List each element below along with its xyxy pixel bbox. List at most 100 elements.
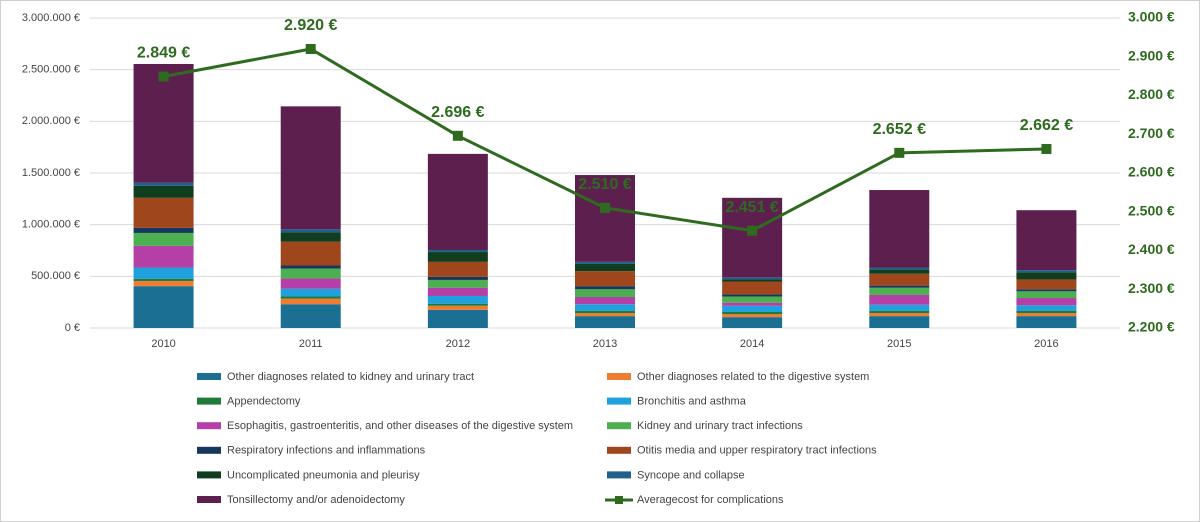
- legend-label: Other diagnoses related to the digestive…: [637, 371, 869, 383]
- legend-swatch: [197, 446, 221, 454]
- bar-segment: [722, 279, 783, 282]
- bar-segment: [575, 175, 635, 262]
- legend-label: Tonsillectomy and/or adenoidectomy: [227, 494, 405, 506]
- bar-segment: [1016, 310, 1077, 314]
- bar-segment: [427, 279, 488, 288]
- y2-tick-label: 2.900 €: [1128, 47, 1175, 63]
- bar-segment: [133, 227, 194, 233]
- bar-segment: [280, 298, 341, 305]
- data-label: 2.849 €: [137, 45, 190, 62]
- y-tick-label: 500.000 €: [31, 270, 80, 282]
- bar-segment: [722, 314, 783, 318]
- bar-segment: [427, 261, 488, 277]
- y2-tick-label: 2.800 €: [1128, 86, 1175, 102]
- legend-label: Appendectomy: [227, 396, 301, 408]
- line-marker: [600, 202, 610, 213]
- bar-segment: [1016, 316, 1077, 328]
- legend-label: Other diagnoses related to kidney and ur…: [227, 371, 474, 383]
- bar-segment: [722, 302, 783, 306]
- y-tick-label: 3.000.000 €: [22, 12, 80, 24]
- x-tick-label: 2014: [740, 338, 764, 350]
- bar-segment: [1016, 298, 1077, 306]
- bar-segment: [280, 106, 341, 230]
- bar-segment: [133, 280, 194, 287]
- y-tick-label: 2.500.000 €: [22, 64, 80, 76]
- bar-segment: [575, 263, 635, 272]
- legend-swatch: [197, 496, 221, 503]
- bar-segment: [1016, 279, 1077, 290]
- legend-label: Syncope and collapse: [637, 469, 745, 481]
- bar-segment: [869, 310, 930, 314]
- legend-swatch: [607, 397, 631, 405]
- bar-segment: [133, 197, 194, 228]
- bar-segment: [722, 296, 783, 303]
- line-marker: [158, 71, 169, 82]
- bar-segment: [280, 229, 341, 233]
- bar-segment: [427, 295, 488, 304]
- bar-segment: [575, 310, 635, 314]
- x-tick-label: 2011: [299, 338, 323, 350]
- legend-swatch: [197, 422, 221, 430]
- legend-label: Esophagitis, gastroenteritis, and other …: [227, 420, 573, 432]
- bar-segment: [869, 304, 930, 311]
- legend-label: Otitis media and upper respiratory tract…: [637, 445, 877, 457]
- y-tick-label: 1.500.000 €: [22, 167, 80, 179]
- legend-label: Kidney and urinary tract infections: [637, 420, 803, 432]
- bar-segment: [575, 286, 635, 290]
- data-label: 2.510 €: [578, 176, 631, 193]
- bar-segment: [280, 278, 341, 289]
- bar-segment: [1016, 313, 1077, 317]
- x-tick-label: 2012: [446, 338, 470, 350]
- bar-segment: [869, 313, 930, 317]
- bar-segment: [722, 197, 783, 278]
- legend-swatch: [197, 471, 221, 479]
- legend-swatch: [607, 446, 631, 454]
- bar-segment: [575, 297, 635, 305]
- bar-segment: [1016, 210, 1077, 271]
- bar-segment: [427, 309, 488, 328]
- bar-segment: [722, 294, 783, 297]
- legend-swatch: [197, 397, 221, 405]
- legend-label: Bronchitis and asthma: [637, 396, 747, 408]
- bar-segment: [722, 281, 783, 295]
- bar-segment: [869, 190, 930, 268]
- y-tick-label: 0 €: [65, 322, 80, 334]
- bar-segment: [280, 268, 341, 279]
- x-tick-label: 2010: [151, 338, 175, 350]
- y2-tick-label: 3.000 €: [1128, 9, 1175, 25]
- y2-tick-label: 2.400 €: [1128, 241, 1175, 257]
- legend-swatch: [197, 373, 221, 380]
- bar-segment: [1016, 272, 1077, 280]
- bar-segment: [575, 261, 635, 264]
- bar-segment: [575, 304, 635, 311]
- y2-tick-label: 2.700 €: [1128, 125, 1175, 141]
- bar-segment: [575, 313, 635, 317]
- bar-segment: [427, 303, 488, 306]
- bar-segment: [427, 287, 488, 296]
- bar-segment: [722, 305, 783, 312]
- bar-segment: [133, 245, 194, 268]
- bar-segment: [1016, 291, 1077, 299]
- legend-swatch: [607, 471, 631, 479]
- bar-segment: [869, 267, 930, 270]
- bar-segment: [869, 316, 930, 328]
- bar-segment: [1016, 289, 1077, 292]
- legend-label: Averagecost for complications: [637, 494, 784, 506]
- bar-segment: [133, 63, 194, 183]
- line-marker: [1041, 143, 1052, 154]
- bar-segment: [869, 269, 930, 274]
- bar-segment: [280, 288, 341, 297]
- x-tick-label: 2013: [593, 338, 617, 350]
- line-marker: [894, 147, 905, 158]
- data-label: 2.920 €: [284, 17, 337, 34]
- bar-segment: [280, 296, 341, 299]
- bar-segment: [869, 287, 930, 295]
- legend-swatch: [607, 373, 631, 380]
- bar-segment: [869, 273, 930, 286]
- y2-tick-label: 2.500 €: [1128, 202, 1175, 218]
- bar-segment: [722, 311, 783, 315]
- bar-segment: [280, 232, 341, 242]
- bar-segment: [133, 278, 194, 281]
- bar-segment: [280, 241, 341, 266]
